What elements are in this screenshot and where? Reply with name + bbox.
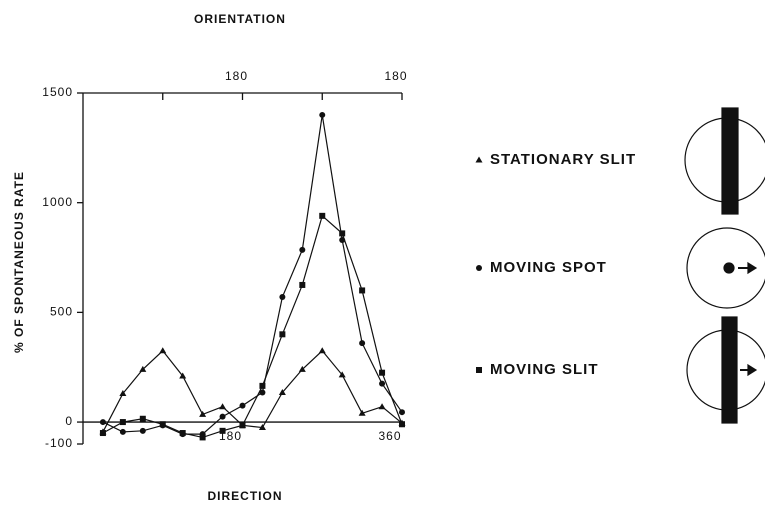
square-marker: [219, 427, 226, 434]
series-line: [102, 214, 403, 439]
icon-arrow-head: [747, 363, 758, 377]
circle-marker: [379, 380, 386, 387]
square-marker: [159, 421, 166, 428]
circle-marker: [399, 409, 405, 416]
circle-marker: [319, 111, 326, 118]
triangle-marker: [358, 409, 366, 416]
legend-label: MOVING SPOT: [490, 259, 607, 276]
square-marker: [179, 430, 186, 437]
square-marker: [139, 415, 146, 422]
y-tick-label: -100: [45, 436, 73, 450]
circle-marker: [99, 419, 106, 426]
circle-marker: [139, 427, 146, 434]
legend-marker: [475, 156, 483, 163]
square-marker: [339, 230, 346, 237]
y-axis-label: % OF SPONTANEOUS RATE: [12, 171, 26, 353]
triangle-marker: [159, 347, 167, 354]
circle-marker: [259, 389, 266, 396]
icon-arrow-head: [747, 261, 758, 275]
series-line: [102, 349, 403, 433]
legend-marker: [476, 367, 482, 373]
top-axis-label: ORIENTATION: [194, 12, 286, 26]
x2-tick-label: 180: [225, 69, 248, 83]
circle-marker: [299, 246, 306, 253]
legend-label: STATIONARY SLIT: [490, 151, 636, 168]
circle-marker: [359, 340, 366, 347]
square-marker: [99, 430, 106, 437]
y-tick-label: 0: [65, 414, 73, 428]
triangle-marker: [258, 424, 266, 431]
triangle-marker: [219, 403, 227, 410]
icon-spot: [723, 262, 735, 274]
square-marker: [199, 434, 206, 441]
triangle-marker: [338, 371, 346, 378]
triangle-marker: [318, 347, 326, 354]
triangle-marker: [119, 390, 127, 397]
circle-marker: [219, 413, 226, 420]
icon-slit: [721, 107, 739, 215]
x-axis-label: DIRECTION: [208, 489, 283, 503]
y-tick-label: 1000: [42, 195, 73, 209]
legend-icons: [684, 107, 765, 424]
square-marker: [359, 287, 366, 294]
triangle-marker: [199, 410, 207, 417]
icon-slit: [721, 316, 738, 424]
legend-label: MOVING SLIT: [490, 361, 599, 378]
triangle-marker: [179, 372, 187, 379]
triangle-marker: [378, 403, 386, 410]
x2-tick-label: 180: [384, 69, 407, 83]
square-marker: [299, 281, 306, 288]
y-tick-label: 1500: [42, 85, 73, 99]
square-marker: [319, 212, 326, 219]
square-marker: [259, 382, 266, 389]
square-marker: [119, 419, 126, 426]
square-marker: [379, 369, 386, 376]
square-marker: [279, 331, 286, 338]
icon-circle: [686, 227, 765, 309]
square-marker: [239, 422, 246, 429]
triangle-marker: [139, 365, 147, 372]
circle-marker: [279, 294, 286, 301]
square-marker: [399, 421, 405, 428]
series-line: [102, 114, 403, 435]
legend-marker: [476, 265, 482, 271]
triangle-marker: [298, 365, 306, 372]
triangle-marker: [278, 388, 286, 395]
circle-marker: [239, 402, 246, 409]
x-tick-label: 360: [378, 429, 401, 443]
circle-marker: [119, 428, 126, 435]
y-tick-label: 500: [50, 305, 73, 319]
